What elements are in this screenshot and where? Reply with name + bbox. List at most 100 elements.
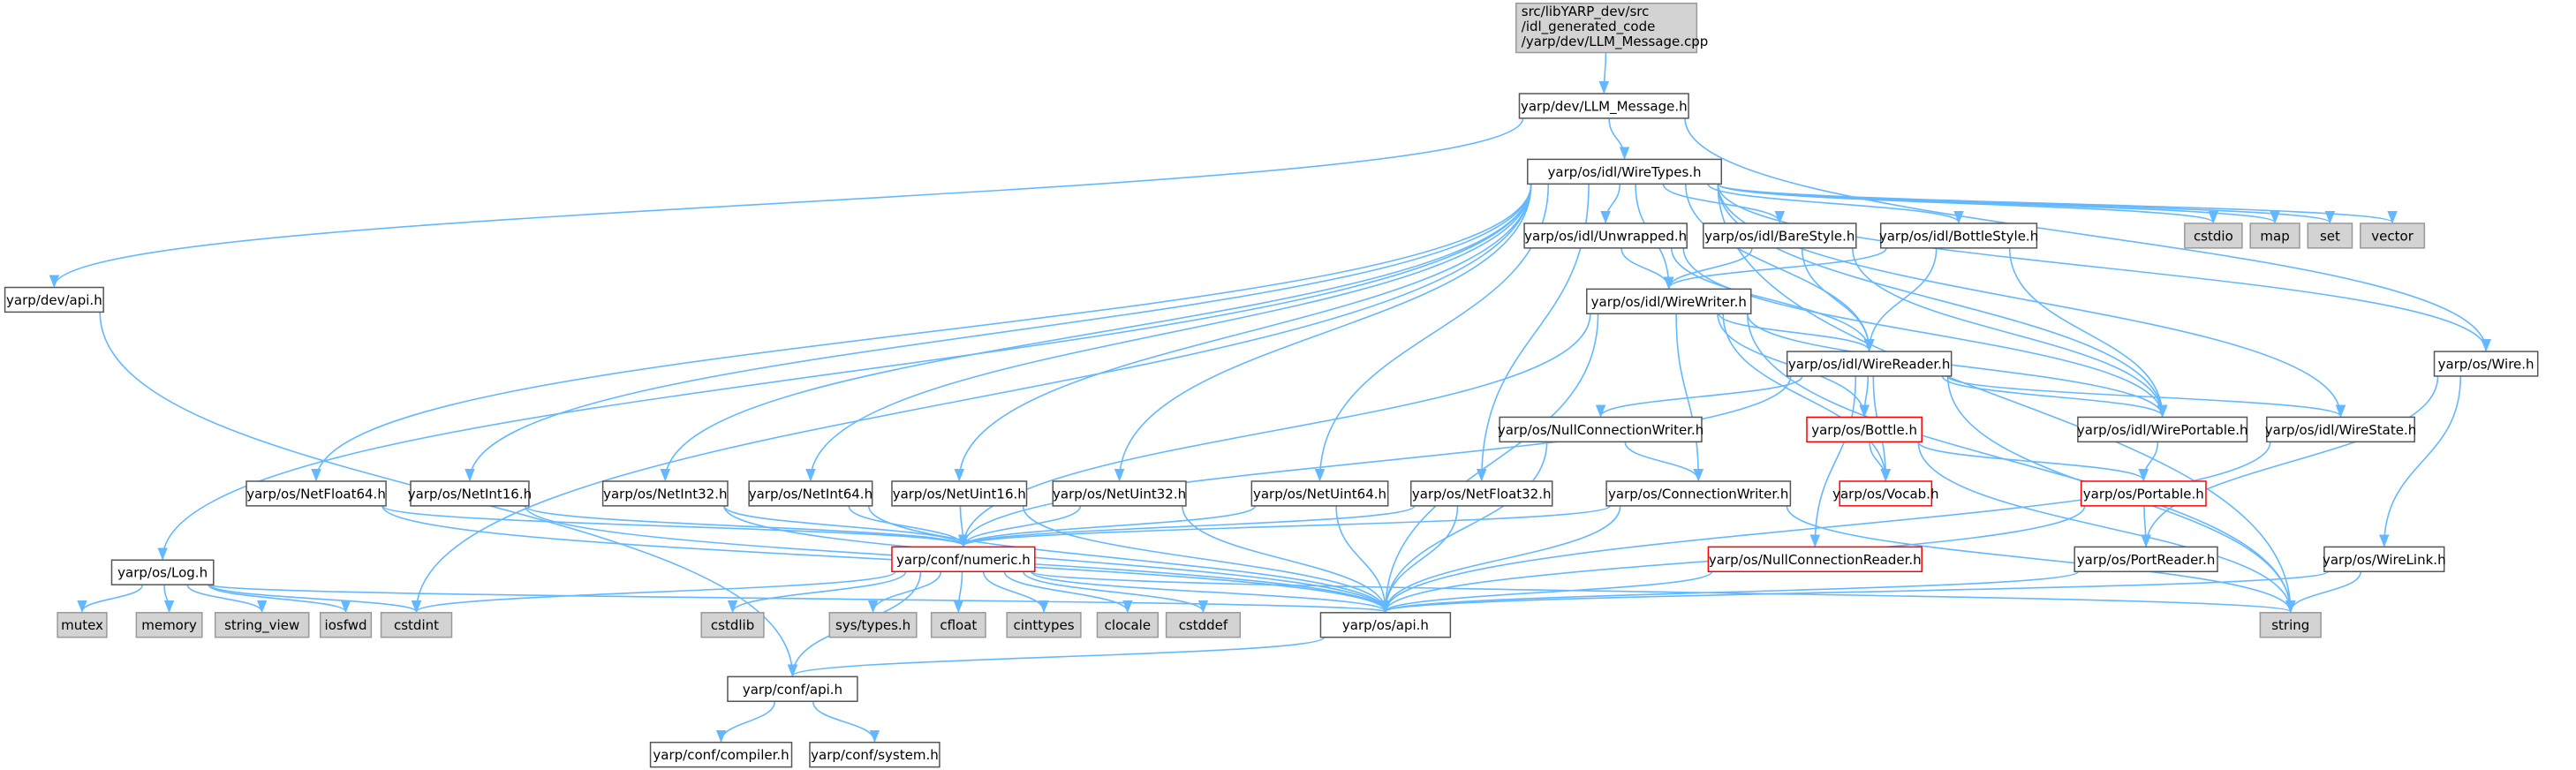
node-label: string (2271, 617, 2309, 633)
dependency-edge (311, 184, 1532, 482)
node-box (1806, 416, 1923, 443)
node-box (2074, 546, 2218, 573)
dependency-edge (412, 570, 896, 614)
node-label: yarp/os/idl/WireReader.h (1788, 356, 1951, 372)
graph-node[interactable]: yarp/conf/system.h (809, 741, 941, 768)
node-box (1518, 93, 1689, 119)
node-box (930, 612, 986, 638)
graph-node[interactable]: yarp/os/PortReader.h (2074, 546, 2218, 573)
graph-node[interactable]: yarp/os/Wire.h (2433, 351, 2539, 377)
graph-node[interactable]: yarp/os/idl/WirePortable.h (2077, 416, 2248, 443)
graph-node: sys/types.h (828, 612, 918, 638)
node-label: cfloat (940, 617, 977, 633)
graph-node[interactable]: yarp/os/NetFloat64.h (246, 480, 387, 507)
node-box (1319, 612, 1452, 638)
dependency-edge (1380, 505, 1621, 614)
graph-node: mutex (57, 612, 108, 638)
node-box (246, 480, 387, 507)
graph-node: iosfwd (319, 612, 373, 638)
graph-node[interactable]: yarp/os/Log.h (110, 559, 215, 585)
node-box (1527, 158, 1723, 185)
dependency-edge (1863, 247, 1938, 352)
dependency-edge (867, 571, 942, 614)
graph-node[interactable]: yarp/os/idl/BareStyle.h (1703, 223, 1857, 249)
node-label: yarp/os/Vocab.h (1832, 486, 1938, 502)
dependency-edge (1717, 184, 2168, 418)
graph-node[interactable]: yarp/os/Portable.h (2080, 480, 2207, 507)
dependency-edge (660, 184, 1532, 482)
dependency-edge (1746, 313, 2168, 418)
node-label: yarp/os/idl/WireTypes.h (1548, 164, 1702, 180)
node-box (1703, 223, 1857, 249)
graph-node[interactable]: yarp/os/idl/Unwrapped.h (1523, 223, 1688, 249)
graph-node: string_view (214, 612, 310, 638)
node-label: yarp/conf/compiler.h (653, 747, 789, 763)
dependency-edge (958, 505, 1416, 547)
dependency-edge (812, 701, 880, 744)
graph-node[interactable]: yarp/os/NetFloat32.h (1409, 480, 1553, 507)
node-box (2433, 351, 2539, 377)
graph-node: string (2259, 612, 2322, 638)
node-box (2080, 480, 2207, 507)
dependency-edge (1595, 375, 1803, 418)
node-label: yarp/dev/LLM_Message.h (1521, 98, 1688, 115)
node-box (214, 612, 310, 638)
node-box (380, 612, 453, 638)
graph-node[interactable]: yarp/os/NetInt32.h (601, 480, 729, 507)
node-label: yarp/os/NetFloat64.h (246, 486, 386, 502)
dependency-edge (1722, 313, 1892, 482)
dependency-edge (1717, 184, 2491, 352)
graph-node[interactable]: yarp/os/NetUint64.h (1250, 480, 1389, 507)
node-label: yarp/conf/numeric.h (896, 552, 1031, 568)
graph-node[interactable]: yarp/os/WireLink.h (2323, 546, 2446, 573)
graph-node[interactable]: yarp/os/Vocab.h (1832, 480, 1938, 507)
node-label: map (2260, 228, 2289, 244)
graph-node[interactable]: yarp/os/api.h (1319, 612, 1452, 638)
node-label: yarp/os/NetInt32.h (603, 486, 727, 502)
node-label: yarp/os/api.h (1342, 617, 1429, 633)
graph-node: src/libYARP_dev/src/idl_generated_code/y… (1515, 2, 1708, 54)
graph-node[interactable]: yarp/dev/api.h (4, 286, 104, 313)
node-label: cstdio (2194, 228, 2233, 244)
node-label: iosfwd (325, 617, 367, 633)
graph-node[interactable]: yarp/conf/numeric.h (891, 546, 1036, 573)
dependency-edge (2141, 375, 2439, 547)
dependency-edge (381, 505, 969, 547)
graph-node[interactable]: yarp/os/NetInt64.h (748, 480, 873, 507)
graph-node[interactable]: yarp/os/ConnectionWriter.h (1605, 480, 1792, 507)
node-label: yarp/os/idl/WireState.h (2265, 422, 2416, 438)
graph-node[interactable]: yarp/os/idl/WireReader.h (1786, 351, 1953, 377)
dependency-edge (1114, 184, 1532, 482)
dependency-edge (1335, 505, 1391, 614)
graph-node[interactable]: yarp/os/idl/BottleStyle.h (1879, 223, 2038, 249)
node-box (1052, 480, 1187, 507)
graph-node[interactable]: yarp/os/NetUint16.h (891, 480, 1028, 507)
graph-node[interactable]: yarp/os/NullConnectionReader.h (1707, 546, 1923, 573)
dependency-edge (1707, 183, 1964, 224)
dependency-edge (723, 505, 969, 547)
dependency-edge (209, 584, 1390, 614)
graph-node[interactable]: yarp/conf/compiler.h (649, 741, 793, 768)
dependency-edge (1684, 117, 2491, 352)
graph-node[interactable]: yarp/os/idl/WireWriter.h (1586, 288, 1752, 315)
dependency-edge (1670, 247, 1875, 352)
graph-node[interactable]: yarp/dev/LLM_Message.h (1518, 93, 1689, 119)
node-box (2360, 223, 2426, 249)
dependency-edge (1869, 442, 1892, 482)
graph-node[interactable]: yarp/os/NullConnectionWriter.h (1498, 416, 1703, 443)
graph-node[interactable]: yarp/os/NetInt16.h (408, 480, 532, 507)
graph-node[interactable]: yarp/os/NetUint32.h (1052, 480, 1187, 507)
node-box (2266, 416, 2415, 443)
graph-node: cstddef (1165, 612, 1242, 638)
graph-node[interactable]: yarp/os/idl/WireState.h (2265, 416, 2416, 443)
node-box (1523, 223, 1688, 249)
dependency-edge (1380, 505, 1459, 614)
node-label: src/libYARP_dev/src (1522, 4, 1650, 20)
dependency-edge (1031, 570, 2295, 614)
graph-node[interactable]: yarp/os/Bottle.h (1806, 416, 1923, 443)
graph-node[interactable]: yarp/os/idl/WireTypes.h (1527, 158, 1723, 185)
dependency-edge (1786, 505, 2296, 614)
graph-node[interactable]: yarp/conf/api.h (727, 676, 858, 702)
node-label: cstdint (394, 617, 439, 633)
